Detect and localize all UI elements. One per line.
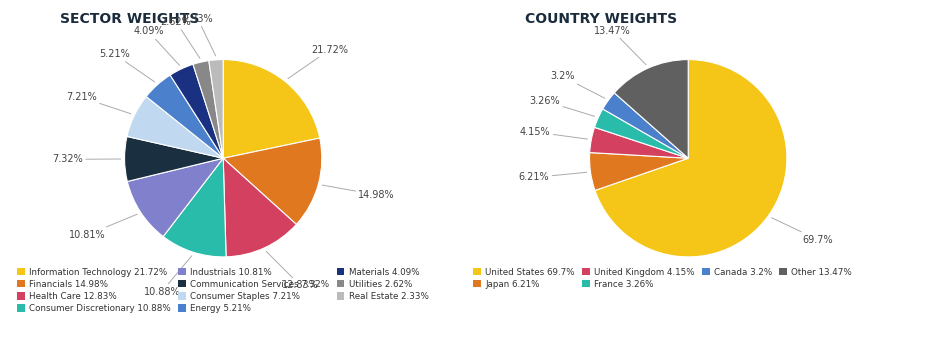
Text: 3.26%: 3.26%	[530, 96, 594, 116]
Wedge shape	[603, 93, 688, 158]
Text: 2.33%: 2.33%	[182, 14, 216, 56]
Wedge shape	[209, 60, 223, 158]
Wedge shape	[223, 60, 320, 158]
Text: 2.62%: 2.62%	[161, 17, 200, 58]
Wedge shape	[615, 60, 688, 158]
Text: 14.98%: 14.98%	[322, 185, 395, 200]
Text: 7.32%: 7.32%	[52, 154, 121, 164]
Wedge shape	[594, 109, 688, 158]
Text: SECTOR WEIGHTS: SECTOR WEIGHTS	[60, 12, 200, 26]
Text: 10.88%: 10.88%	[143, 256, 192, 297]
Wedge shape	[127, 158, 223, 237]
Text: 12.83%: 12.83%	[266, 251, 319, 290]
Wedge shape	[193, 61, 223, 158]
Text: 69.7%: 69.7%	[772, 218, 833, 245]
Wedge shape	[590, 127, 688, 158]
Wedge shape	[125, 136, 223, 182]
Text: 10.81%: 10.81%	[69, 214, 138, 240]
Text: 5.21%: 5.21%	[99, 49, 154, 82]
Wedge shape	[223, 138, 322, 224]
Wedge shape	[163, 158, 226, 257]
Wedge shape	[223, 158, 297, 257]
Text: 4.09%: 4.09%	[133, 26, 179, 65]
Text: COUNTRY WEIGHTS: COUNTRY WEIGHTS	[525, 12, 678, 26]
Text: 21.72%: 21.72%	[288, 44, 349, 79]
Text: 6.21%: 6.21%	[519, 172, 587, 182]
Wedge shape	[127, 96, 223, 158]
Legend: Information Technology 21.72%, Financials 14.98%, Health Care 12.83%, Consumer D: Information Technology 21.72%, Financial…	[14, 264, 432, 316]
Text: 4.15%: 4.15%	[520, 127, 588, 139]
Text: 7.21%: 7.21%	[66, 92, 131, 114]
Legend: United States 69.7%, Japan 6.21%, United Kingdom 4.15%, France 3.26%, Canada 3.2: United States 69.7%, Japan 6.21%, United…	[470, 264, 856, 292]
Text: 13.47%: 13.47%	[594, 26, 646, 65]
Wedge shape	[170, 64, 223, 158]
Wedge shape	[595, 60, 787, 257]
Text: 3.2%: 3.2%	[550, 71, 604, 98]
Wedge shape	[146, 75, 223, 158]
Wedge shape	[590, 153, 688, 190]
